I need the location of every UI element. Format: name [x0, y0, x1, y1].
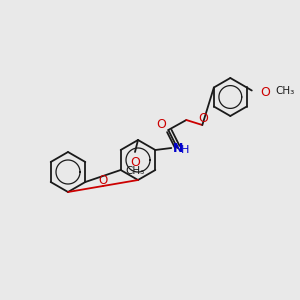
Text: O: O — [198, 112, 208, 124]
Text: O: O — [98, 173, 108, 187]
Text: O: O — [156, 118, 166, 131]
Text: H: H — [181, 145, 190, 155]
Text: CH₃: CH₃ — [276, 86, 295, 97]
Text: O: O — [260, 86, 270, 99]
Text: O: O — [130, 155, 140, 169]
Text: CH₃: CH₃ — [125, 166, 145, 176]
Text: N: N — [173, 142, 184, 154]
